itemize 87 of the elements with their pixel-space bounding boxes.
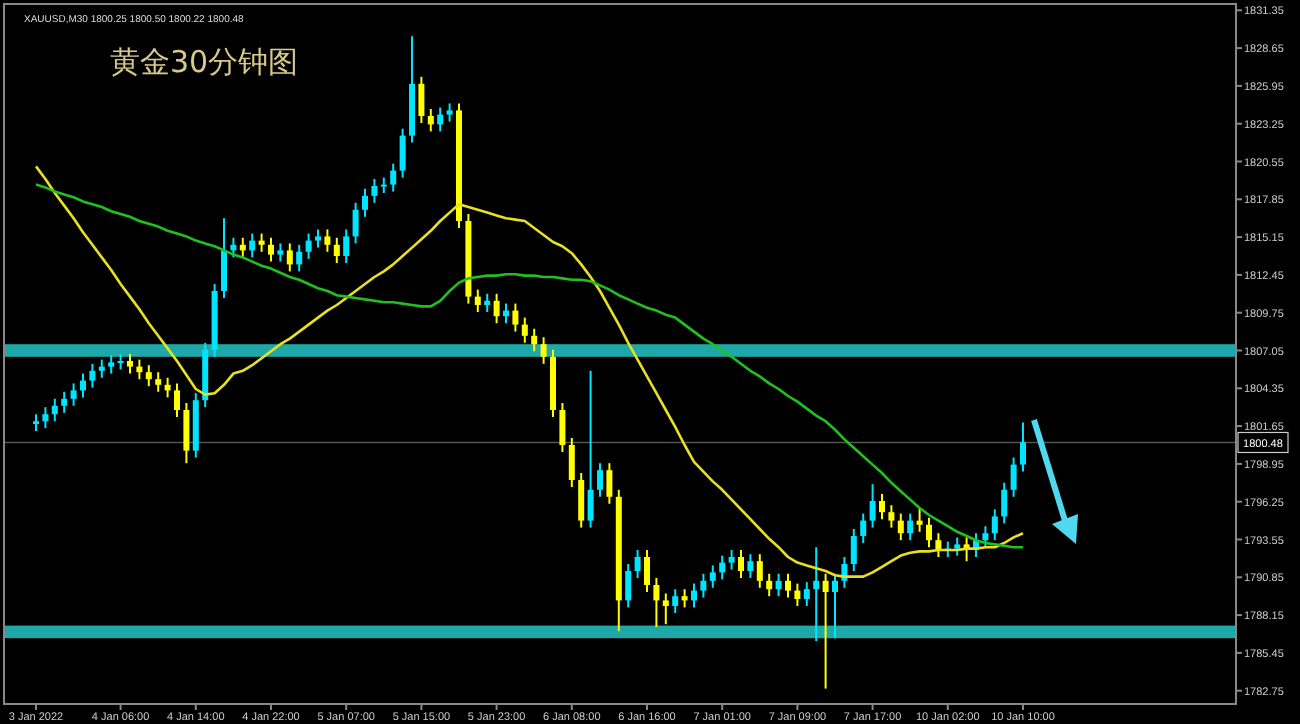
candlestick bbox=[916, 507, 923, 533]
candlestick bbox=[728, 549, 735, 571]
candlestick bbox=[822, 572, 829, 690]
candlestick bbox=[766, 572, 773, 598]
candlestick bbox=[296, 243, 303, 273]
candlestick bbox=[51, 397, 58, 423]
candlestick bbox=[681, 588, 688, 609]
candlestick bbox=[268, 236, 274, 263]
candlestick bbox=[850, 528, 857, 572]
candlestick bbox=[277, 242, 284, 263]
candlestick bbox=[559, 402, 566, 453]
candlestick bbox=[672, 588, 679, 614]
candlestick bbox=[568, 437, 575, 488]
candlestick bbox=[813, 546, 820, 642]
candlestick bbox=[803, 581, 810, 607]
candlestick bbox=[390, 162, 397, 193]
candlestick bbox=[371, 178, 378, 204]
candlestick bbox=[512, 302, 519, 333]
candlestick bbox=[756, 553, 763, 589]
candlestick bbox=[145, 364, 152, 388]
candlestick bbox=[333, 236, 340, 264]
candlestick bbox=[879, 493, 885, 521]
candlestick bbox=[286, 242, 293, 273]
candlestick bbox=[183, 402, 190, 465]
candlestick bbox=[42, 406, 49, 430]
candlestick bbox=[61, 390, 68, 414]
candlestick bbox=[324, 228, 331, 253]
candlestick bbox=[249, 232, 256, 259]
candlestick bbox=[719, 554, 726, 581]
candlestick bbox=[625, 563, 632, 609]
candlestick bbox=[794, 582, 801, 607]
candlestick bbox=[474, 288, 481, 313]
candlestick bbox=[446, 102, 453, 123]
candlestick bbox=[606, 462, 613, 505]
candlestick bbox=[653, 577, 660, 628]
candlestick bbox=[907, 512, 914, 542]
candlestick bbox=[587, 369, 594, 529]
candlestick bbox=[127, 353, 133, 375]
candlestick bbox=[747, 553, 754, 579]
candlestick bbox=[954, 536, 961, 557]
candlestick bbox=[869, 483, 876, 529]
candlestick bbox=[437, 106, 444, 133]
candlestick bbox=[1001, 481, 1008, 525]
candlestick bbox=[888, 504, 895, 529]
candlestick bbox=[362, 187, 368, 218]
candlestick bbox=[775, 572, 782, 598]
candlestick bbox=[89, 362, 96, 389]
candlestick bbox=[597, 462, 603, 498]
candlestick bbox=[926, 516, 932, 549]
candlestick bbox=[860, 512, 867, 544]
candlestick bbox=[540, 336, 547, 365]
candlestick bbox=[427, 108, 434, 133]
candlestick bbox=[935, 532, 942, 558]
candlestick bbox=[897, 512, 904, 542]
candlestick bbox=[531, 327, 538, 353]
candlestick bbox=[484, 292, 491, 313]
candlestick bbox=[832, 572, 838, 640]
candlestick bbox=[399, 127, 406, 179]
candlestick bbox=[174, 382, 180, 418]
candlestick bbox=[691, 582, 697, 609]
candlestick bbox=[493, 292, 500, 325]
candlestick bbox=[1010, 456, 1017, 498]
candlestick bbox=[221, 217, 227, 299]
candlestick bbox=[352, 201, 359, 245]
candlestick bbox=[785, 572, 791, 599]
candlestick bbox=[70, 382, 77, 407]
candlestick bbox=[80, 372, 86, 399]
candlestick bbox=[315, 228, 321, 249]
candlestick bbox=[155, 371, 162, 393]
candlestick bbox=[521, 316, 528, 344]
candlestick bbox=[108, 354, 115, 375]
candlestick bbox=[991, 508, 998, 542]
candlestick bbox=[1020, 421, 1026, 473]
candlestick bbox=[982, 525, 989, 549]
candlestick bbox=[662, 592, 669, 626]
candlestick bbox=[644, 549, 650, 593]
candlestick bbox=[738, 549, 744, 579]
candlestick bbox=[343, 228, 350, 264]
candlestick bbox=[578, 472, 585, 529]
candlestick bbox=[305, 232, 312, 260]
candlestick bbox=[98, 358, 105, 379]
candlestick bbox=[258, 232, 265, 253]
text: 黄金30分钟图 bbox=[110, 44, 299, 80]
candlestick bbox=[709, 564, 716, 589]
candlestick bbox=[418, 75, 425, 124]
candlestick bbox=[634, 549, 641, 579]
candlestick bbox=[700, 572, 707, 599]
